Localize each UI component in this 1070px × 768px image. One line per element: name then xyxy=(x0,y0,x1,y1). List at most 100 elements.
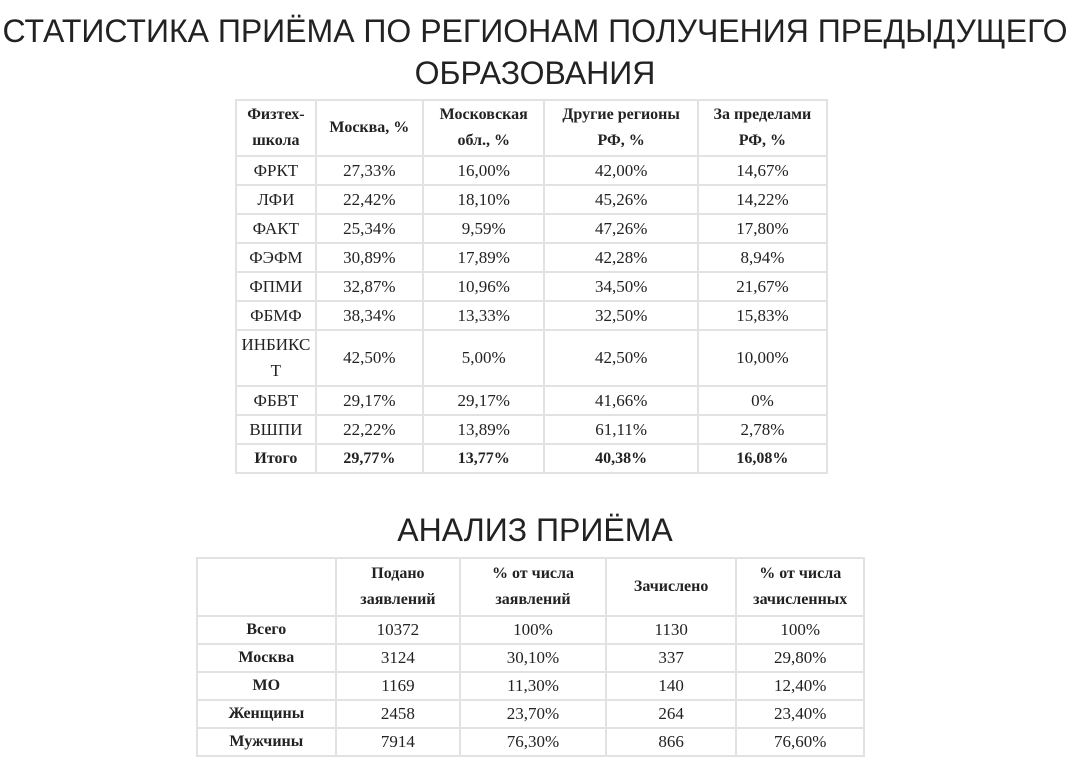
table-row: Итого 29,77% 13,77% 40,38% 16,08% xyxy=(235,443,829,474)
value-cell: 47,26% xyxy=(543,213,699,244)
value-cell: 16,00% xyxy=(421,155,546,186)
value-cell: 76,30% xyxy=(459,727,607,757)
value-cell: 27,33% xyxy=(314,155,424,186)
value-cell: 34,50% xyxy=(543,271,699,302)
value-cell: 8,94% xyxy=(696,242,829,273)
table-header-row: Подано заявлений % от числа заявлений За… xyxy=(196,557,865,617)
header-cell: Московская обл., % xyxy=(421,99,546,157)
value-cell: 10,00% xyxy=(696,329,829,387)
value-cell: 30,10% xyxy=(459,643,607,673)
value-cell: 76,60% xyxy=(735,727,865,757)
value-cell: 42,28% xyxy=(543,242,699,273)
header-cell: Подано заявлений xyxy=(334,557,462,617)
header-cell: Физтех-школа xyxy=(235,99,317,157)
table-row: ЛФИ 22,42% 18,10% 45,26% 14,22% xyxy=(235,184,829,215)
school-cell: ФАКТ xyxy=(235,213,317,244)
value-cell: 17,89% xyxy=(421,242,546,273)
value-cell: 32,87% xyxy=(314,271,424,302)
row-label-cell: Всего xyxy=(196,615,337,645)
value-cell: 22,42% xyxy=(314,184,424,215)
value-cell: 25,34% xyxy=(314,213,424,244)
value-cell: 1130 xyxy=(604,615,738,645)
value-cell: 45,26% xyxy=(543,184,699,215)
row-label-cell: Женщины xyxy=(196,699,337,729)
value-cell: 14,67% xyxy=(696,155,829,186)
value-cell: 22,22% xyxy=(314,414,424,445)
value-cell: 12,40% xyxy=(735,671,865,701)
value-cell: 337 xyxy=(604,643,738,673)
value-cell: 40,38% xyxy=(543,443,699,474)
value-cell: 41,66% xyxy=(543,385,699,416)
section-title: АНАЛИЗ ПРИЁМА xyxy=(397,512,673,548)
header-cell: % от числа зачисленных xyxy=(735,557,865,617)
value-cell: 17,80% xyxy=(696,213,829,244)
value-cell: 13,89% xyxy=(421,414,546,445)
value-cell: 140 xyxy=(604,671,738,701)
school-cell: ФРКТ xyxy=(235,155,317,186)
value-cell: 0% xyxy=(696,385,829,416)
value-cell: 29,17% xyxy=(314,385,424,416)
table-row: ФЭФМ 30,89% 17,89% 42,28% 8,94% xyxy=(235,242,829,273)
row-label-cell: Москва xyxy=(196,643,337,673)
value-cell: 21,67% xyxy=(696,271,829,302)
page-title: СТАТИСТИКА ПРИЁМА ПО РЕГИОНАМ ПОЛУЧЕНИЯ … xyxy=(2,13,1068,91)
header-cell: Другие регионы РФ, % xyxy=(543,99,699,157)
table-row: Мужчины 7914 76,30% 866 76,60% xyxy=(196,727,865,757)
value-cell: 32,50% xyxy=(543,300,699,331)
value-cell: 18,10% xyxy=(421,184,546,215)
school-cell: ФБВТ xyxy=(235,385,317,416)
value-cell: 7914 xyxy=(334,727,462,757)
value-cell: 61,11% xyxy=(543,414,699,445)
value-cell: 100% xyxy=(735,615,865,645)
value-cell: 29,77% xyxy=(314,443,424,474)
value-cell: 14,22% xyxy=(696,184,829,215)
table-row: Женщины 2458 23,70% 264 23,40% xyxy=(196,699,865,729)
school-cell: ФПМИ xyxy=(235,271,317,302)
value-cell: 23,70% xyxy=(459,699,607,729)
value-cell: 10,96% xyxy=(421,271,546,302)
value-cell: 42,50% xyxy=(543,329,699,387)
header-cell: % от числа заявлений xyxy=(459,557,607,617)
value-cell: 9,59% xyxy=(421,213,546,244)
table-row: ФРКТ 27,33% 16,00% 42,00% 14,67% xyxy=(235,155,829,186)
value-cell: 29,17% xyxy=(421,385,546,416)
value-cell: 3124 xyxy=(334,643,462,673)
value-cell: 23,40% xyxy=(735,699,865,729)
school-cell: ИНБИКСТ xyxy=(235,329,317,387)
admission-analysis-table: Подано заявлений % от числа заявлений За… xyxy=(196,557,865,757)
school-cell: ЛФИ xyxy=(235,184,317,215)
school-cell: Итого xyxy=(235,443,317,474)
value-cell: 38,34% xyxy=(314,300,424,331)
value-cell: 42,00% xyxy=(543,155,699,186)
row-label-cell: МО xyxy=(196,671,337,701)
value-cell: 29,80% xyxy=(735,643,865,673)
value-cell: 866 xyxy=(604,727,738,757)
value-cell: 5,00% xyxy=(421,329,546,387)
header-cell xyxy=(196,557,337,617)
table-row: Москва 3124 30,10% 337 29,80% xyxy=(196,643,865,673)
value-cell: 16,08% xyxy=(696,443,829,474)
header-cell: Зачислено xyxy=(604,557,738,617)
school-cell: ФЭФМ xyxy=(235,242,317,273)
row-label-cell: Мужчины xyxy=(196,727,337,757)
table-row: ФБМФ 38,34% 13,33% 32,50% 15,83% xyxy=(235,300,829,331)
table-row: МО 1169 11,30% 140 12,40% xyxy=(196,671,865,701)
value-cell: 13,33% xyxy=(421,300,546,331)
value-cell: 15,83% xyxy=(696,300,829,331)
region-stats-table: Физтех-школа Москва, % Московская обл., … xyxy=(235,99,829,474)
value-cell: 100% xyxy=(459,615,607,645)
table-row: ВШПИ 22,22% 13,89% 61,11% 2,78% xyxy=(235,414,829,445)
value-cell: 1169 xyxy=(334,671,462,701)
school-cell: ВШПИ xyxy=(235,414,317,445)
value-cell: 10372 xyxy=(334,615,462,645)
table-row: ФБВТ 29,17% 29,17% 41,66% 0% xyxy=(235,385,829,416)
school-cell: ФБМФ xyxy=(235,300,317,331)
table-row: ФПМИ 32,87% 10,96% 34,50% 21,67% xyxy=(235,271,829,302)
value-cell: 42,50% xyxy=(314,329,424,387)
table-row: ИНБИКСТ 42,50% 5,00% 42,50% 10,00% xyxy=(235,329,829,387)
table-row: Всего 10372 100% 1130 100% xyxy=(196,615,865,645)
value-cell: 13,77% xyxy=(421,443,546,474)
value-cell: 2,78% xyxy=(696,414,829,445)
value-cell: 2458 xyxy=(334,699,462,729)
value-cell: 30,89% xyxy=(314,242,424,273)
